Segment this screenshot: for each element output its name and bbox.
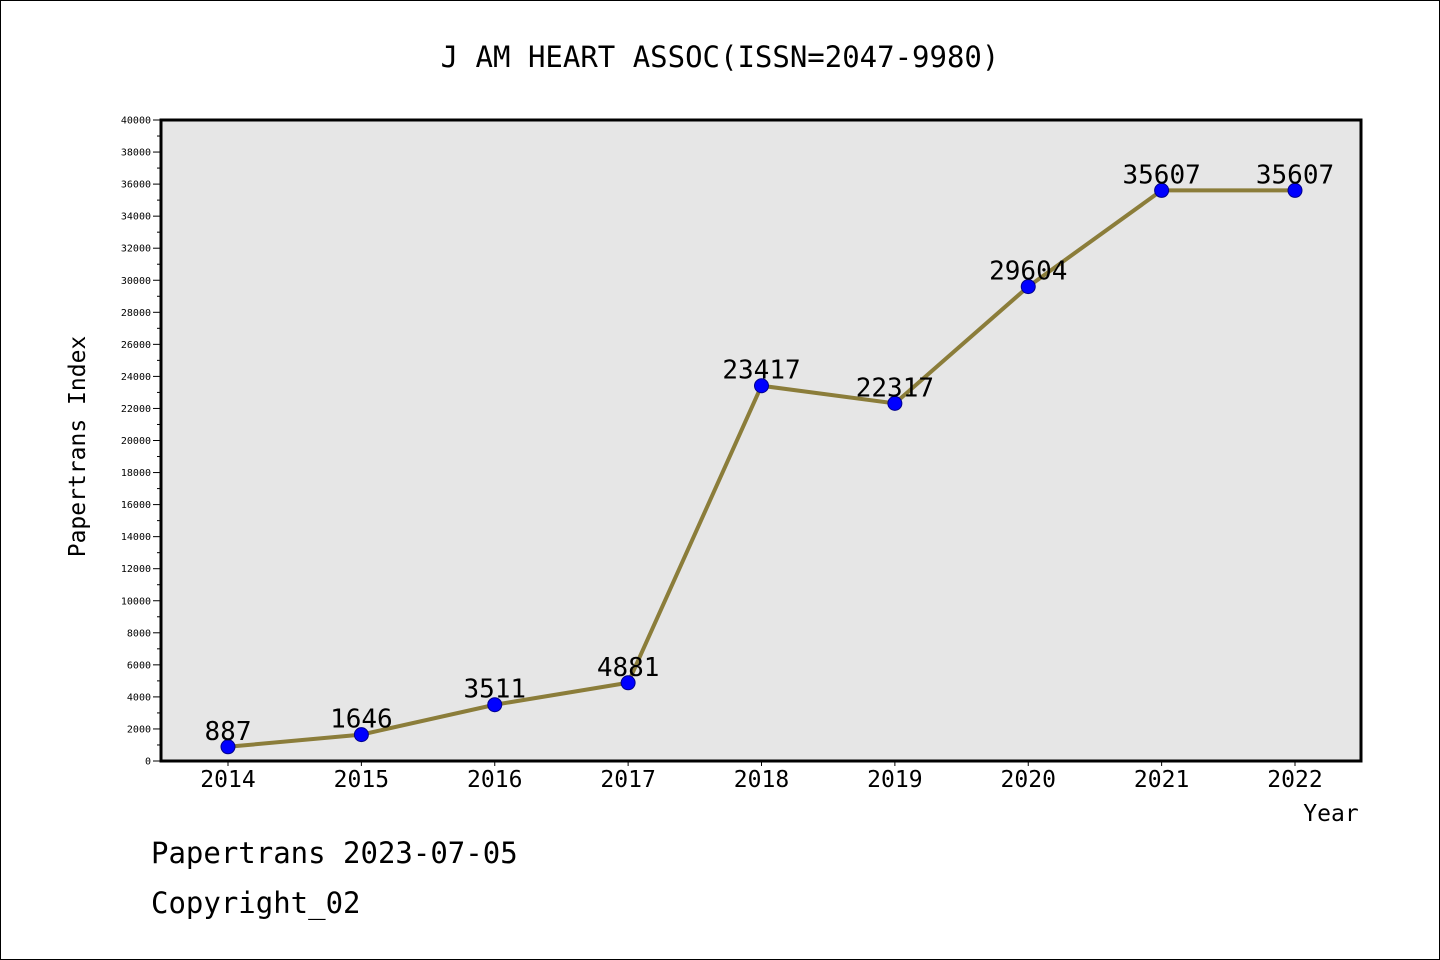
- y-tick-label: 36000: [121, 180, 151, 191]
- x-tick-label: 2020: [1001, 767, 1056, 793]
- y-tick-label: 2000: [127, 724, 151, 735]
- y-tick-label: 12000: [121, 564, 151, 575]
- y-tick-label: 22000: [121, 404, 151, 415]
- y-tick-label: 18000: [121, 468, 151, 479]
- data-label: 29604: [989, 257, 1067, 287]
- data-label: 23417: [722, 356, 800, 386]
- y-tick-label: 0: [145, 757, 151, 768]
- data-label: 1646: [330, 705, 393, 735]
- y-tick-label: 40000: [121, 116, 151, 127]
- y-tick-label: 38000: [121, 148, 151, 159]
- y-tick-label: 32000: [121, 244, 151, 255]
- data-label: 3511: [463, 675, 526, 705]
- x-tick-label: 2014: [200, 767, 255, 793]
- x-tick-label: 2018: [734, 767, 789, 793]
- footer-copyright: Copyright_02: [151, 886, 361, 920]
- data-label: 887: [205, 717, 252, 747]
- y-tick-label: 6000: [127, 660, 151, 671]
- y-axis-title: Papertrans Index: [65, 336, 91, 558]
- y-tick-label: 26000: [121, 340, 151, 351]
- data-point: [754, 378, 769, 394]
- data-label: 22317: [856, 373, 934, 403]
- data-point: [220, 739, 236, 755]
- x-tick-label: 2016: [467, 767, 522, 793]
- data-point: [1154, 182, 1170, 198]
- y-tick-label: 24000: [121, 372, 151, 383]
- x-tick-label: 2017: [600, 767, 655, 793]
- y-tick-label: 4000: [127, 692, 151, 703]
- y-tick-label: 30000: [121, 276, 151, 287]
- y-tick-label: 8000: [127, 628, 151, 639]
- y-tick-label: 14000: [121, 532, 151, 543]
- y-tick-label: 20000: [121, 436, 151, 447]
- x-tick-label: 2022: [1267, 767, 1322, 793]
- data-point: [1287, 182, 1303, 198]
- data-point: [887, 395, 903, 411]
- x-tick-label: 2021: [1134, 767, 1189, 793]
- data-point: [1020, 279, 1036, 295]
- data-label: 4881: [597, 653, 660, 683]
- data-point: [620, 675, 636, 691]
- data-point: [353, 727, 369, 743]
- y-tick-label: 34000: [121, 212, 151, 223]
- plot-area: [161, 120, 1361, 761]
- chart-title: J AM HEART ASSOC(ISSN=2047-9980): [441, 40, 1000, 74]
- data-label: 35607: [1256, 160, 1334, 190]
- y-tick-label: 28000: [121, 308, 151, 319]
- y-tick-label: 16000: [121, 500, 151, 511]
- x-tick-label: 2015: [334, 767, 389, 793]
- y-tick-label: 10000: [121, 596, 151, 607]
- footer-date: Papertrans 2023-07-05: [151, 836, 518, 870]
- x-tick-label: 2019: [867, 767, 922, 793]
- data-point: [487, 697, 503, 713]
- data-label: 35607: [1122, 160, 1200, 190]
- x-axis-title: Year: [1303, 801, 1358, 827]
